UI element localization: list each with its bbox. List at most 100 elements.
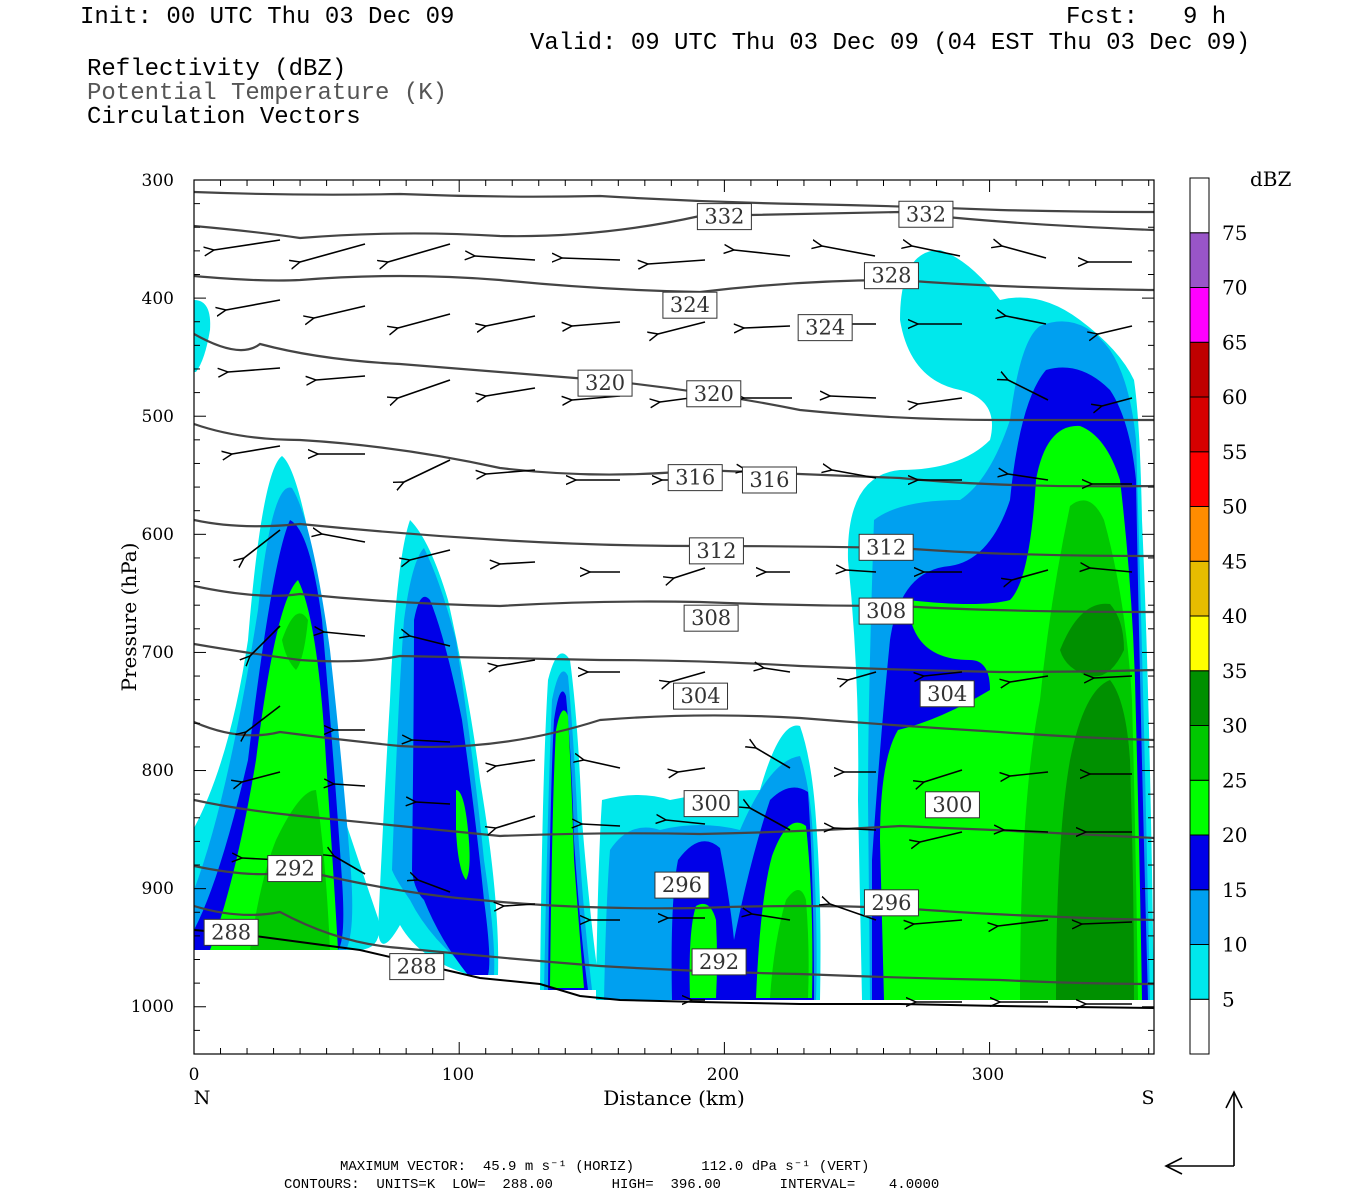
theta-label-text: 308 xyxy=(866,599,906,623)
x-tick-label: 100 xyxy=(442,1065,474,1085)
theta-label-box xyxy=(683,604,739,632)
field-title-theta: Potential Temperature (K) xyxy=(87,80,448,107)
colorbar-level-label: 25 xyxy=(1222,768,1247,792)
colorbar-swatch xyxy=(1189,670,1210,726)
theta-label-box xyxy=(389,953,445,981)
theta-label-text: 300 xyxy=(691,792,731,816)
theta-label-box xyxy=(741,466,797,494)
colorbar-swatch xyxy=(1189,560,1210,617)
y-tick-label: 800 xyxy=(142,761,174,781)
tick-labels: 100 0 200 300 300 400 500 600 700 800 90… xyxy=(117,171,1155,1110)
theta-label-box xyxy=(858,533,914,561)
theta-label: 312 xyxy=(858,533,914,561)
theta-label: 292 xyxy=(691,948,747,976)
theta-label-text: 300 xyxy=(932,793,972,817)
colorbar-swatch xyxy=(1189,232,1210,288)
theta-label-text: 296 xyxy=(662,873,702,897)
theta-label-text: 308 xyxy=(691,606,731,630)
theta-label: 308 xyxy=(858,597,914,625)
theta-label-text: 320 xyxy=(694,382,734,406)
theta-label: 288 xyxy=(203,918,259,946)
theta-label: 300 xyxy=(683,790,739,818)
colorbar-labels: 5 10 15 20 25 30 35 40 45 50 55 60 65 70 75 xyxy=(1222,221,1247,1012)
theta-label-box xyxy=(662,291,718,319)
colorbar-swatch xyxy=(1189,944,1210,1000)
theta-label-text: 316 xyxy=(675,466,715,490)
theta-label: 312 xyxy=(688,537,744,565)
theta-label-box xyxy=(858,597,914,625)
theta-label-box xyxy=(696,203,752,231)
colorbar xyxy=(1189,177,1210,1055)
colorbar-swatch xyxy=(1189,779,1210,836)
theta-label: 320 xyxy=(686,380,742,408)
theta-label-box xyxy=(919,680,975,708)
theta-label-text: 292 xyxy=(699,950,739,974)
contour-info-note: CONTOURS: UNITS=K LOW= 288.00 HIGH= 396.… xyxy=(284,1177,940,1193)
colorbar-level-label: 30 xyxy=(1222,714,1247,738)
theta-label-box xyxy=(686,380,742,408)
theta-label: 304 xyxy=(673,682,729,710)
colorbar-swatch xyxy=(1189,998,1210,1055)
init-time: Init: 00 UTC Thu 03 Dec 09 xyxy=(80,4,455,31)
colorbar-swatch xyxy=(1189,341,1210,398)
theta-label-text: 304 xyxy=(680,684,720,708)
theta-label-text: 312 xyxy=(696,539,736,563)
colorbar-swatch xyxy=(1189,834,1210,891)
axis-ticks xyxy=(193,179,1154,1055)
x-tick-label: 200 xyxy=(707,1065,739,1085)
theta-label-text: 332 xyxy=(704,205,744,229)
theta-label: 332 xyxy=(898,200,954,228)
colorbar-swatch xyxy=(1189,889,1210,945)
field-title-reflectivity: Reflectivity (dBZ) xyxy=(87,56,347,83)
theta-label: 324 xyxy=(662,291,718,319)
theta-label: 316 xyxy=(667,464,723,492)
x-axis-title: Distance (km) xyxy=(603,1086,745,1110)
theta-label-text: 288 xyxy=(211,920,251,944)
field-title-vectors: Circulation Vectors xyxy=(87,104,361,131)
theta-label: 292 xyxy=(267,855,323,883)
theta-label-box xyxy=(673,682,729,710)
colorbar-level-label: 45 xyxy=(1222,549,1247,573)
max-vector-note: MAXIMUM VECTOR: 45.9 m s⁻¹ (HORIZ) 112.0… xyxy=(340,1159,870,1175)
theta-label-text: 296 xyxy=(871,891,911,915)
y-axis-title: Pressure (hPa) xyxy=(117,543,141,692)
colorbar-level-label: 60 xyxy=(1222,385,1247,409)
colorbar-level-label: 70 xyxy=(1222,276,1247,300)
theta-label-text: 304 xyxy=(927,682,967,706)
x-tick-label: 300 xyxy=(972,1065,1004,1085)
x-end-label-south: S xyxy=(1141,1087,1154,1109)
theta-label: 320 xyxy=(577,369,633,397)
colorbar-level-label: 75 xyxy=(1222,221,1247,245)
colorbar-swatch xyxy=(1189,287,1210,343)
theta-label-box xyxy=(797,314,853,342)
theta-label: 304 xyxy=(919,680,975,708)
valid-time: Valid: 09 UTC Thu 03 Dec 09 (04 EST Thu … xyxy=(530,30,1251,57)
y-tick-label: 700 xyxy=(142,643,174,663)
terrain-line xyxy=(193,929,1155,1009)
theta-label: 328 xyxy=(863,262,919,290)
colorbar-level-label: 55 xyxy=(1222,440,1247,464)
theta-label-text: 288 xyxy=(397,955,437,979)
theta-label: 332 xyxy=(696,203,752,231)
y-tick-label: 900 xyxy=(142,879,174,899)
colorbar-swatch xyxy=(1189,615,1210,672)
colorbar-level-label: 50 xyxy=(1222,495,1247,519)
forecast-hours: 9 h xyxy=(1183,4,1227,31)
vertical-reference-arrowhead xyxy=(1225,1090,1243,1109)
theta-label-text: 320 xyxy=(585,371,625,395)
theta-contour-labels: 332 332 328 324 324 320 320 316 316 312 312 308 308 3… xyxy=(203,200,980,981)
colorbar-swatch xyxy=(1189,451,1210,507)
theta-label-box xyxy=(863,889,919,917)
theta-label: 308 xyxy=(683,604,739,632)
theta-label-box xyxy=(654,871,710,899)
theta-contours xyxy=(194,190,1154,986)
theta-label-box xyxy=(688,537,744,565)
reference-vector xyxy=(1164,1090,1243,1175)
theta-label-text: 328 xyxy=(871,264,911,288)
colorbar-swatch xyxy=(1189,506,1210,562)
y-tick-label: 400 xyxy=(142,289,174,309)
theta-label-box xyxy=(203,918,259,946)
theta-label-text: 332 xyxy=(906,202,946,226)
x-end-label-north: N xyxy=(194,1087,211,1109)
